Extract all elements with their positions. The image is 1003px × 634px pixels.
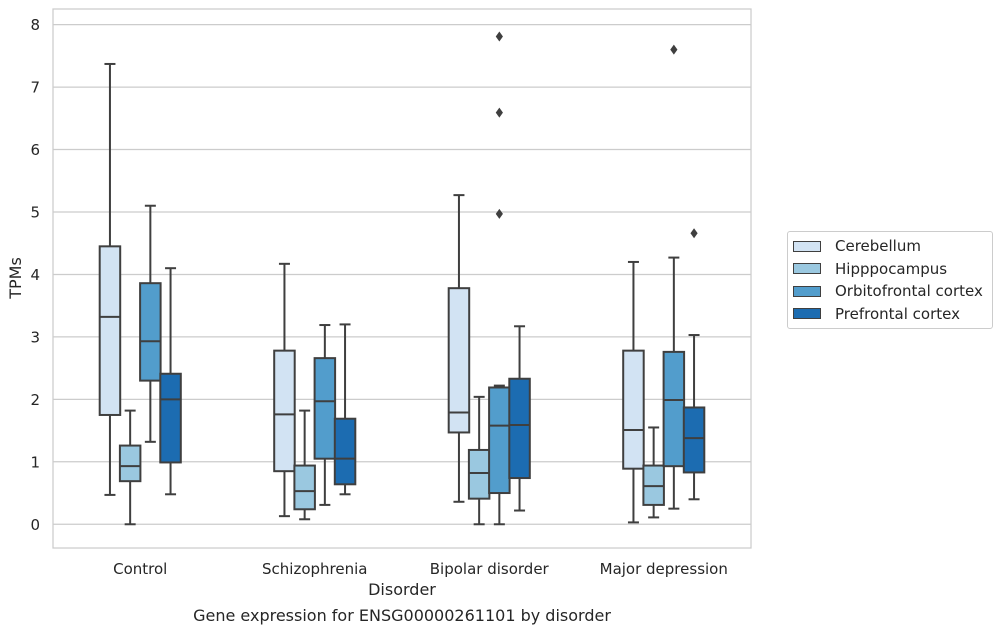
box: [467, 448, 491, 500]
box: [313, 357, 337, 460]
legend-label: Cerebellum: [835, 237, 921, 256]
y-tick-label: 1: [30, 453, 40, 471]
x-tick-label: Major depression: [600, 560, 728, 578]
box-orbitofrontal-cortex: [139, 204, 162, 443]
box: [662, 350, 686, 468]
y-tick-label: 8: [30, 16, 40, 34]
box-prefrontal-cortex: [159, 267, 182, 496]
y-tick-label: 7: [30, 79, 40, 97]
outlier-point: [670, 44, 678, 55]
y-tick-label: 2: [30, 391, 40, 409]
y-tick-label: 4: [30, 266, 40, 284]
box: [273, 349, 296, 473]
box-prefrontal-cortex: [333, 323, 357, 496]
legend: Cerebellum Hipppocampus Orbitofrontal cort…: [787, 231, 993, 329]
box: [118, 444, 142, 483]
legend-swatch: [793, 263, 821, 275]
box: [293, 464, 316, 511]
box-orbitofrontal-cortex: [488, 31, 511, 526]
y-tick-labels: 0 1 2 3 4 5 6 7 8: [30, 16, 40, 534]
y-tick-label: 3: [30, 328, 40, 346]
box-hipppocampus: [293, 409, 316, 521]
box-orbitofrontal-cortex: [313, 324, 337, 506]
chart-caption: Gene expression for ENSG00000261101 by d…: [193, 606, 611, 625]
box-hipppocampus: [118, 409, 142, 526]
box: [508, 377, 531, 480]
box-orbitofrontal-cortex: [662, 44, 686, 510]
box-cerebellum: [447, 194, 471, 503]
box: [159, 372, 182, 464]
box: [622, 349, 645, 470]
legend-swatch: [793, 308, 821, 320]
box: [488, 386, 511, 495]
outlier-point: [495, 208, 503, 219]
legend-item: Cerebellum: [788, 235, 992, 258]
x-tick-label: Schizophrenia: [262, 560, 367, 578]
legend-label: Hipppocampus: [835, 259, 948, 278]
x-tick-label: Control: [113, 560, 167, 578]
box-groups: [98, 31, 706, 526]
x-axis-label: Disorder: [368, 580, 436, 599]
legend-item: Orbitofrontal cortex: [788, 280, 992, 303]
box: [682, 406, 706, 474]
outlier-point: [495, 107, 503, 118]
box-cerebellum: [622, 260, 645, 524]
outlier-point: [690, 228, 698, 239]
legend-label: Orbitofrontal cortex: [835, 282, 983, 301]
box: [333, 417, 357, 486]
legend-item: Hipppocampus: [788, 258, 992, 281]
x-tick-label: Bipolar disorder: [430, 560, 550, 578]
legend-swatch: [793, 240, 821, 252]
box-prefrontal-cortex: [682, 228, 706, 501]
y-tick-label: 5: [30, 203, 40, 221]
legend-item: Prefrontal cortex: [788, 303, 992, 326]
legend-label: Prefrontal cortex: [835, 304, 960, 323]
box: [98, 245, 122, 416]
outlier-point: [495, 31, 503, 42]
box: [447, 287, 471, 434]
y-tick-label: 6: [30, 141, 40, 159]
box: [139, 282, 162, 382]
legend-swatch: [793, 285, 821, 297]
y-axis-label: TPMs: [6, 257, 25, 300]
box-cerebellum: [273, 262, 296, 518]
y-tick-label: 0: [30, 516, 40, 534]
box-cerebellum: [98, 62, 122, 496]
x-tick-labels: Control Schizophrenia Bipolar disorder Majo…: [113, 560, 728, 578]
box-hipppocampus: [642, 426, 665, 519]
box-prefrontal-cortex: [508, 325, 531, 512]
